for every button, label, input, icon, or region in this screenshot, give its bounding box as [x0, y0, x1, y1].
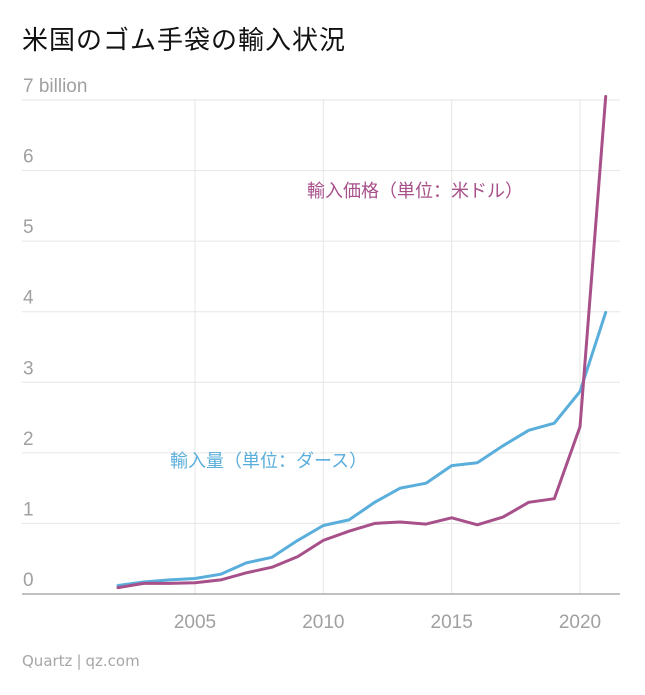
site-url: qz.com	[85, 652, 140, 670]
y-tick-label-0: 0	[23, 570, 34, 591]
source-footer: Quartz | qz.com	[22, 652, 140, 670]
x-tick-label-2005: 2005	[174, 612, 216, 633]
y-tick-label-3: 3	[23, 358, 34, 379]
y-tick-label-4: 4	[23, 288, 34, 309]
series-label-import-volume: 輸入量（単位：ダース）	[170, 451, 367, 472]
series-label-import-value: 輸入価格（単位：米ドル）	[307, 181, 523, 202]
line-chart: 0 1 2 3 4 5 6 7 billion 2005 2010 2015 2020 輸入価格（単…	[22, 76, 620, 633]
y-tick-label-5: 5	[23, 217, 34, 238]
x-axis-tick-labels: 2005 2010 2015 2020	[174, 612, 601, 633]
x-tick-label-2015: 2015	[431, 612, 473, 633]
y-tick-label-6: 6	[23, 147, 34, 168]
y-axis-tick-labels: 0 1 2 3 4 5 6 7 billion	[23, 76, 87, 591]
vertical-gridlines	[194, 100, 581, 594]
y-tick-label-7: 7 billion	[23, 76, 87, 97]
footer-separator: |	[76, 652, 82, 670]
x-tick-label-2010: 2010	[302, 612, 344, 633]
y-tick-label-2: 2	[23, 429, 34, 450]
brand-name: Quartz	[22, 652, 73, 670]
horizontal-gridlines	[22, 99, 620, 524]
series-line-import-value	[116, 95, 608, 590]
series-lines	[116, 95, 608, 590]
chart-title: 米国のゴム手袋の輸入状況	[22, 26, 347, 56]
x-tick-label-2020: 2020	[559, 612, 601, 633]
series-line-import-volume	[116, 310, 608, 587]
y-tick-label-1: 1	[23, 499, 34, 520]
